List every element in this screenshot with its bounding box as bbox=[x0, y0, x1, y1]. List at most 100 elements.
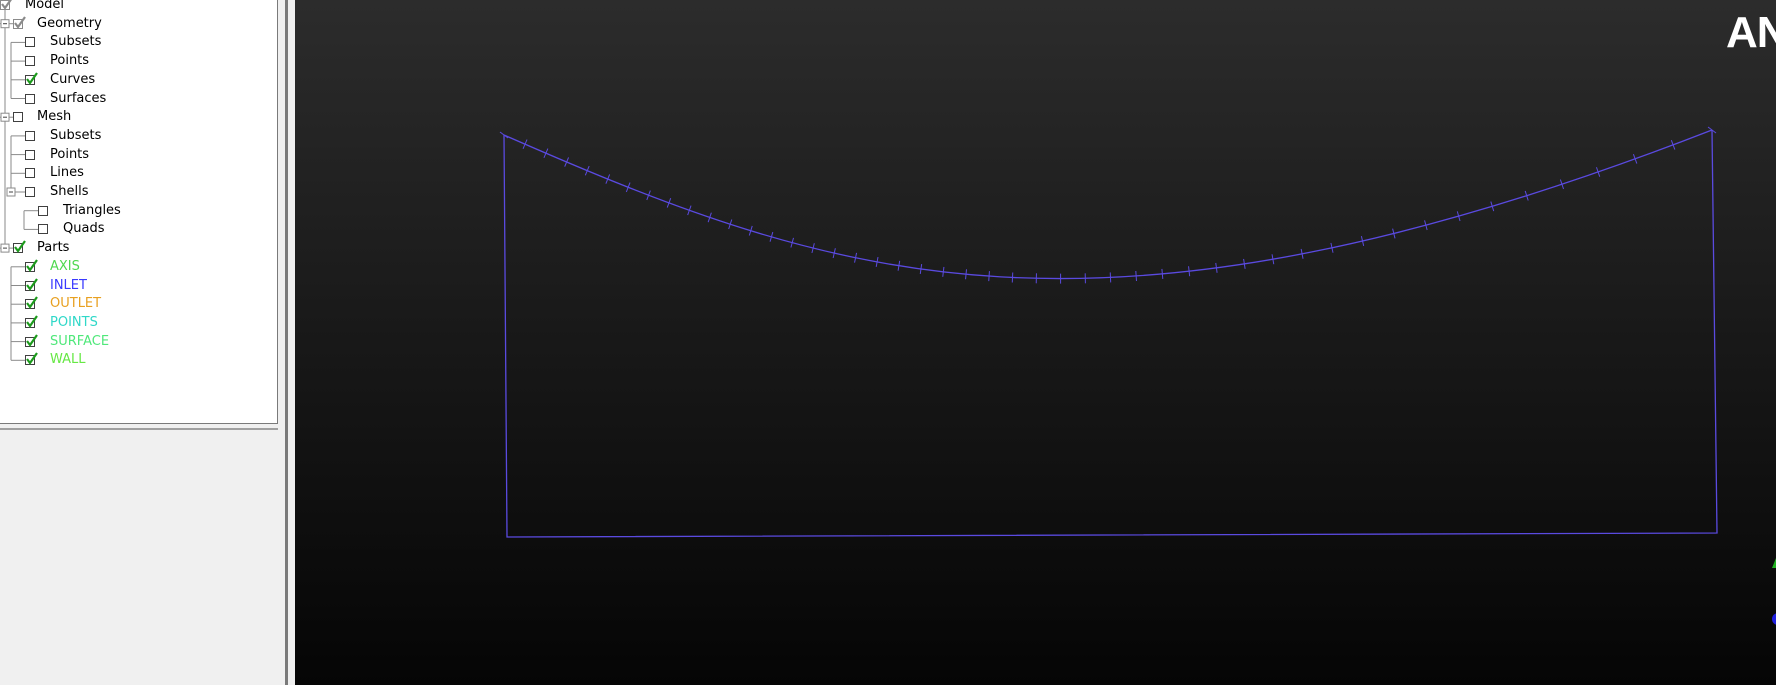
mesh-node-tick bbox=[1360, 236, 1365, 247]
mesh-node-tick bbox=[748, 225, 753, 236]
tree-node-mesh-points[interactable]: Points bbox=[50, 146, 90, 162]
mesh-node-tick bbox=[942, 266, 945, 277]
mesh-node-tick bbox=[543, 148, 549, 158]
mesh-node-tick bbox=[1300, 248, 1304, 259]
tree-node-part-inlet[interactable]: INLET bbox=[50, 277, 87, 293]
properties-pane bbox=[0, 428, 278, 685]
checkbox[interactable] bbox=[25, 296, 38, 310]
checkmark-stroke bbox=[14, 240, 26, 253]
mesh-node-tick bbox=[1559, 179, 1565, 190]
mesh-node-tick bbox=[1524, 190, 1529, 201]
checkbox[interactable] bbox=[0, 0, 12, 10]
tree-node-part-points[interactable]: POINTS bbox=[50, 314, 98, 330]
checkbox[interactable] bbox=[38, 205, 48, 216]
panel-splitter[interactable] bbox=[285, 0, 288, 685]
mesh-node-tick bbox=[988, 271, 990, 282]
checkmark-stroke bbox=[26, 333, 38, 347]
checkmark-stroke bbox=[1, 0, 12, 10]
mesh-node-tick bbox=[1271, 254, 1275, 265]
mesh-node-tick bbox=[811, 243, 815, 254]
tree-node-mesh-subsets[interactable]: Subsets bbox=[50, 127, 102, 143]
checkbox[interactable] bbox=[25, 315, 38, 328]
mesh-node-tick bbox=[666, 198, 672, 208]
checkbox[interactable] bbox=[13, 240, 26, 254]
checkbox[interactable] bbox=[25, 72, 38, 85]
curve-top-edge bbox=[503, 129, 1713, 280]
mesh-node-tick bbox=[1632, 153, 1638, 164]
checkbox[interactable] bbox=[25, 37, 35, 48]
mesh-node-tick bbox=[1392, 228, 1396, 239]
checkbox[interactable] bbox=[13, 16, 26, 29]
checkbox[interactable] bbox=[38, 224, 48, 235]
axis-triad-z-icon bbox=[1772, 613, 1776, 625]
model-tree: Model Geometry Subsets Points Curves Surfaces… bbox=[0, 0, 278, 424]
curve-boundary-edges bbox=[503, 129, 1718, 538]
axis-triad-z-dot bbox=[1772, 613, 1776, 625]
mesh-node-tick bbox=[1670, 140, 1676, 150]
tree-node-shells-quads[interactable]: Quads bbox=[63, 221, 105, 237]
mesh-node-tick bbox=[1424, 220, 1428, 231]
checkmark-stroke bbox=[26, 259, 38, 272]
model-tree-panel: Model Geometry Subsets Points Curves Surfaces… bbox=[0, 0, 288, 685]
checkbox[interactable] bbox=[13, 112, 23, 123]
tree-node-shells-triangles[interactable]: Triangles bbox=[63, 202, 121, 218]
checkmark-stroke bbox=[26, 296, 38, 310]
checkbox[interactable] bbox=[25, 277, 38, 291]
brand-logo-text: AN bbox=[1726, 8, 1776, 57]
checkmark-icon bbox=[26, 259, 38, 272]
tree-node-part-surface[interactable]: SURFACE bbox=[50, 333, 110, 349]
checkbox[interactable] bbox=[25, 168, 35, 179]
mesh-node-tick bbox=[1188, 266, 1191, 277]
checkbox[interactable] bbox=[25, 93, 35, 104]
mesh-node-tick bbox=[854, 252, 858, 263]
checkbox[interactable] bbox=[25, 352, 38, 366]
checkmark-stroke bbox=[26, 352, 38, 366]
checkmark-stroke bbox=[26, 315, 38, 328]
graphics-viewport[interactable]: AN bbox=[295, 0, 1776, 685]
tree-node-geometry-subsets[interactable]: Subsets bbox=[50, 34, 102, 50]
tree-node-geometry-curves[interactable]: Curves bbox=[50, 71, 96, 87]
checkbox[interactable] bbox=[25, 56, 35, 67]
mesh-node-tick bbox=[625, 182, 631, 193]
checkmark-stroke bbox=[26, 277, 38, 291]
checkmark-icon bbox=[26, 352, 38, 366]
mesh-node-tick bbox=[687, 205, 692, 216]
mesh-node-tick bbox=[1135, 270, 1137, 282]
checkbox[interactable] bbox=[25, 187, 35, 197]
mesh-node-tick bbox=[584, 165, 590, 176]
checkmark-stroke bbox=[26, 72, 38, 85]
mesh-node-tick bbox=[897, 260, 901, 271]
tree-node-mesh[interactable]: Mesh bbox=[37, 109, 72, 125]
tree-node-part-wall[interactable]: WALL bbox=[50, 352, 86, 368]
corner-node-tick bbox=[1707, 126, 1717, 134]
checkmark-icon bbox=[14, 240, 26, 253]
mesh-node-tick bbox=[1490, 201, 1495, 212]
corner-node-tick bbox=[499, 131, 509, 139]
tree-node-mesh-shells[interactable]: Shells bbox=[50, 184, 89, 199]
axis-triad-y-arrow bbox=[1772, 558, 1776, 568]
checkbox[interactable] bbox=[25, 259, 38, 272]
tree-node-part-outlet[interactable]: OUTLET bbox=[50, 296, 102, 312]
checkmark-icon bbox=[26, 277, 38, 291]
checkmark-icon bbox=[26, 333, 38, 347]
tree-node-mesh-lines[interactable]: Lines bbox=[50, 165, 84, 181]
mesh-node-tick bbox=[832, 248, 836, 259]
tree-node-geometry-points[interactable]: Points bbox=[50, 53, 90, 69]
checkmark-icon bbox=[26, 296, 38, 310]
mesh-node-tick bbox=[1215, 262, 1218, 273]
checkbox[interactable] bbox=[25, 130, 35, 141]
checkbox[interactable] bbox=[25, 149, 35, 160]
axis-triad-y-icon bbox=[1772, 558, 1776, 568]
mesh-node-tick bbox=[919, 264, 923, 275]
tree-node-parts[interactable]: Parts bbox=[37, 240, 70, 256]
tree-node-geometry[interactable]: Geometry bbox=[37, 15, 102, 31]
mesh-node-tick bbox=[564, 157, 570, 167]
checkmark-icon bbox=[14, 16, 26, 29]
mesh-node-tick bbox=[605, 174, 611, 184]
tree-node-part-axis[interactable]: AXIS bbox=[50, 258, 80, 274]
checkmark-icon bbox=[26, 315, 38, 328]
tree-node-geometry-surfaces[interactable]: Surfaces bbox=[50, 90, 107, 106]
tree-node-model[interactable]: Model bbox=[25, 0, 65, 12]
checkbox[interactable] bbox=[25, 333, 38, 347]
checkmark-icon bbox=[1, 0, 12, 10]
